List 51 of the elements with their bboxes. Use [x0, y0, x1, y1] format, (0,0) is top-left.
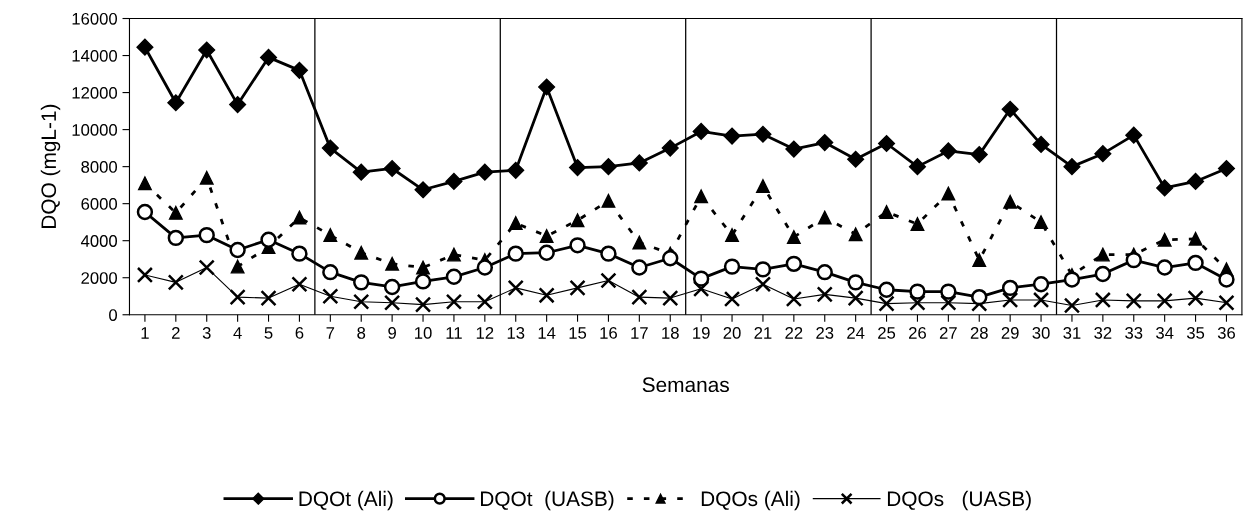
x-tick-label: 4	[233, 327, 242, 339]
x-tick-label: 24	[847, 327, 865, 339]
y-tick-label: 2000	[81, 272, 118, 284]
x-tick-label: 9	[388, 327, 396, 339]
x-tick-label: 3	[202, 327, 211, 339]
y-tick-label: 10000	[72, 124, 118, 136]
x-tick-label: 30	[1032, 327, 1050, 339]
x-tick-label: 31	[1063, 327, 1081, 339]
legend-label: DQOt (Ali)	[299, 490, 393, 511]
x-tick-label: 34	[1156, 327, 1174, 339]
legend-label: DQOs (UASB)	[887, 490, 1031, 511]
x-tick-label: 1	[141, 327, 149, 339]
x-tick-label: 5	[264, 327, 273, 339]
x-tick-label: 36	[1217, 327, 1235, 339]
y-tick-label: 14000	[72, 49, 118, 62]
x-tick-label: 35	[1186, 327, 1205, 339]
y-tick-label: 6000	[81, 198, 118, 210]
x-tick-label: 11	[446, 327, 462, 339]
x-tick-label: 16	[600, 327, 617, 339]
y-tick-label: 0	[109, 309, 118, 321]
x-tick-label: 17	[631, 327, 648, 339]
x-tick-label: 29	[1001, 327, 1019, 339]
x-tick-label: 2	[172, 327, 180, 339]
x-axis-title: Semanas	[642, 377, 729, 393]
x-tick-label: 21	[754, 327, 772, 339]
y-tick-label: 12000	[72, 86, 118, 99]
y-tick-label: 4000	[80, 235, 118, 247]
x-tick-label: 25	[878, 327, 896, 339]
x-tick-label: 28	[970, 327, 988, 339]
x-tick-label: 23	[816, 327, 834, 339]
x-tick-label: 13	[507, 327, 525, 339]
x-tick-label: 22	[785, 327, 803, 339]
y-tick-label: 16000	[72, 12, 118, 25]
x-tick-label: 33	[1125, 327, 1143, 339]
x-tick-label: 14	[538, 327, 556, 339]
x-tick-label: 10	[415, 327, 432, 339]
y-tick-label: 8000	[81, 161, 118, 173]
legend-label: DQOs (Ali)	[701, 490, 800, 511]
x-tick-label: 32	[1094, 327, 1112, 339]
x-tick-label: 12	[476, 327, 494, 339]
x-tick-label: 8	[357, 327, 366, 339]
x-tick-label: 15	[569, 327, 587, 339]
x-tick-label: 20	[723, 327, 741, 339]
x-tick-label: 7	[326, 327, 335, 339]
x-tick-label: 6	[295, 327, 304, 339]
x-tick-label: 26	[909, 327, 926, 339]
x-tick-label: 18	[662, 327, 679, 339]
y-axis-title: DQO (mgL-1)	[40, 104, 61, 229]
x-tick-label: 19	[693, 327, 710, 339]
x-tick-label: 27	[939, 327, 957, 339]
legend-label: DQOt (UASB)	[481, 490, 614, 511]
